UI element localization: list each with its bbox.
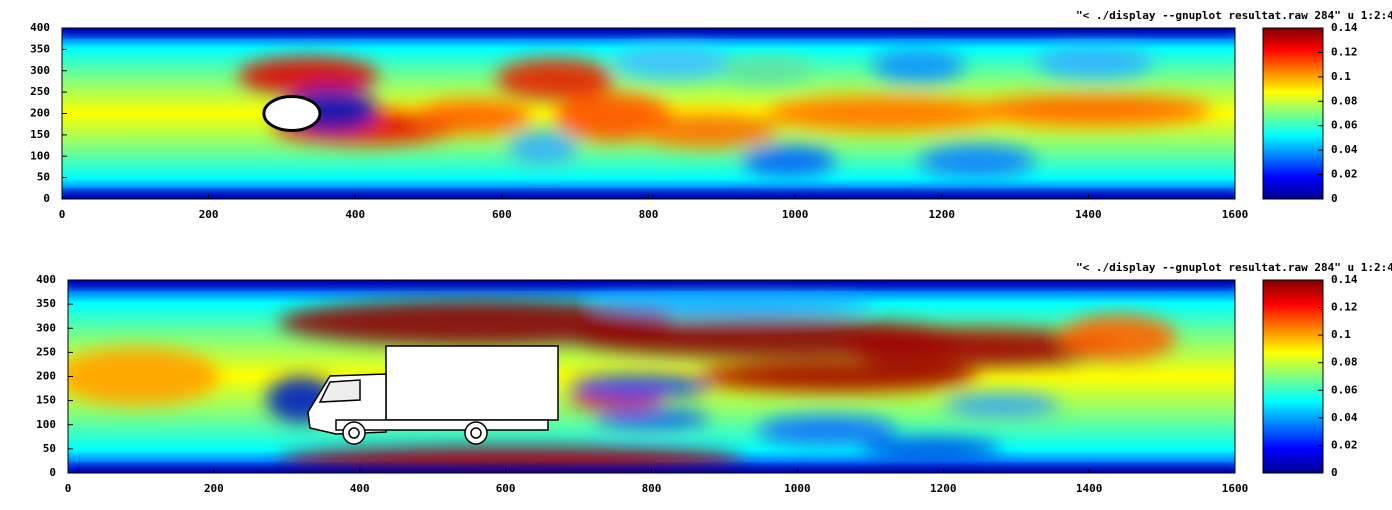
field-blob bbox=[636, 113, 778, 148]
field-blob bbox=[593, 291, 874, 315]
wall-top bbox=[62, 28, 1235, 34]
x-tick-label: 600 bbox=[496, 482, 516, 495]
colorbar-tick-label: 0.08 bbox=[1331, 94, 1358, 107]
colorbar-tick-label: 0.14 bbox=[1331, 21, 1358, 34]
field-blob bbox=[698, 361, 979, 392]
x-tick-label: 1200 bbox=[929, 208, 956, 221]
x-tick-label: 200 bbox=[199, 208, 219, 221]
y-tick-label: 250 bbox=[30, 85, 50, 98]
field-blob bbox=[718, 57, 813, 85]
colorbar-tick-label: 0 bbox=[1331, 466, 1338, 479]
y-tick-label: 0 bbox=[43, 192, 50, 205]
x-tick-label: 0 bbox=[59, 208, 66, 221]
colorbar-tick-label: 0.12 bbox=[1331, 45, 1358, 58]
colorbar-tick-label: 0.04 bbox=[1331, 143, 1358, 156]
y-tick-label: 300 bbox=[36, 321, 56, 334]
field-blob bbox=[1059, 314, 1177, 362]
x-tick-label: 1600 bbox=[1222, 208, 1249, 221]
wall-top bbox=[68, 280, 1235, 286]
field-blob bbox=[742, 145, 837, 177]
field-blob bbox=[593, 409, 710, 429]
y-tick-label: 150 bbox=[36, 394, 56, 407]
x-tick-label: 1000 bbox=[782, 208, 809, 221]
y-tick-label: 200 bbox=[36, 370, 56, 383]
colorbar bbox=[1262, 279, 1324, 474]
chart-title: "< ./display --gnuplot resultat.raw 284"… bbox=[1076, 261, 1392, 274]
field-blob bbox=[1035, 45, 1153, 80]
field-blob bbox=[613, 45, 731, 80]
y-tick-label: 150 bbox=[30, 128, 50, 141]
field-blob bbox=[569, 374, 710, 398]
field-blob bbox=[756, 415, 897, 446]
colorbar-tick-label: 0.1 bbox=[1331, 328, 1351, 341]
obstacle-cylinder bbox=[262, 95, 322, 132]
y-tick-label: 400 bbox=[36, 273, 56, 286]
truck-hub bbox=[348, 427, 360, 439]
field-blob bbox=[871, 48, 966, 83]
colorbar-tick-label: 0.14 bbox=[1331, 273, 1358, 286]
field-blob bbox=[507, 130, 579, 165]
truck-chassis bbox=[335, 419, 549, 431]
x-tick-label: 200 bbox=[204, 482, 224, 495]
colorbar-tick-label: 0.06 bbox=[1331, 383, 1358, 396]
y-tick-label: 350 bbox=[30, 42, 50, 55]
colorbar bbox=[1262, 27, 1324, 200]
x-tick-label: 400 bbox=[345, 208, 365, 221]
field-blob bbox=[918, 144, 1036, 179]
y-tick-label: 100 bbox=[30, 149, 50, 162]
y-tick-label: 50 bbox=[37, 171, 50, 184]
field-blob bbox=[278, 445, 745, 473]
obstacle-truck bbox=[307, 345, 559, 445]
x-tick-label: 0 bbox=[65, 482, 72, 495]
field-blob bbox=[237, 57, 379, 95]
x-tick-label: 1000 bbox=[784, 482, 811, 495]
truck-box bbox=[385, 345, 559, 421]
field-blob bbox=[496, 58, 614, 100]
x-tick-label: 1400 bbox=[1075, 208, 1102, 221]
y-tick-label: 0 bbox=[49, 466, 56, 479]
heatmap-field bbox=[68, 280, 1235, 473]
y-tick-label: 200 bbox=[30, 107, 50, 120]
x-tick-label: 600 bbox=[492, 208, 512, 221]
colorbar-tick-label: 0.06 bbox=[1331, 119, 1358, 132]
field-blob bbox=[413, 99, 532, 135]
field-blob bbox=[68, 347, 220, 406]
colorbar-tick-label: 0.04 bbox=[1331, 411, 1358, 424]
field-blob bbox=[861, 438, 1002, 462]
colorbar-tick-label: 0 bbox=[1331, 192, 1338, 205]
x-tick-label: 1600 bbox=[1222, 482, 1249, 495]
chart-title: "< ./display --gnuplot resultat.raw 284"… bbox=[1076, 9, 1392, 22]
field-blob bbox=[943, 393, 1060, 418]
field-blob bbox=[765, 96, 1001, 131]
y-tick-label: 350 bbox=[36, 297, 56, 310]
x-tick-label: 400 bbox=[350, 482, 370, 495]
x-tick-label: 1200 bbox=[930, 482, 957, 495]
colorbar-tick-label: 0.02 bbox=[1331, 438, 1358, 451]
x-tick-label: 800 bbox=[639, 208, 659, 221]
truck-hub bbox=[470, 427, 482, 439]
y-tick-label: 400 bbox=[30, 21, 50, 34]
colorbar-tick-label: 0.02 bbox=[1331, 168, 1358, 181]
heatmap-field bbox=[62, 28, 1235, 199]
truck-window bbox=[318, 379, 361, 403]
y-tick-label: 300 bbox=[30, 64, 50, 77]
field-blobs bbox=[68, 291, 1177, 473]
colorbar-tick-label: 0.08 bbox=[1331, 356, 1358, 369]
y-tick-label: 100 bbox=[36, 418, 56, 431]
y-tick-label: 50 bbox=[43, 442, 56, 455]
field-blob bbox=[838, 328, 1119, 367]
x-tick-label: 1400 bbox=[1076, 482, 1103, 495]
colorbar-tick-label: 0.1 bbox=[1331, 70, 1351, 83]
x-tick-label: 800 bbox=[642, 482, 662, 495]
field-blob bbox=[976, 94, 1212, 126]
colorbar-tick-label: 0.12 bbox=[1331, 301, 1358, 314]
y-tick-label: 250 bbox=[36, 345, 56, 358]
